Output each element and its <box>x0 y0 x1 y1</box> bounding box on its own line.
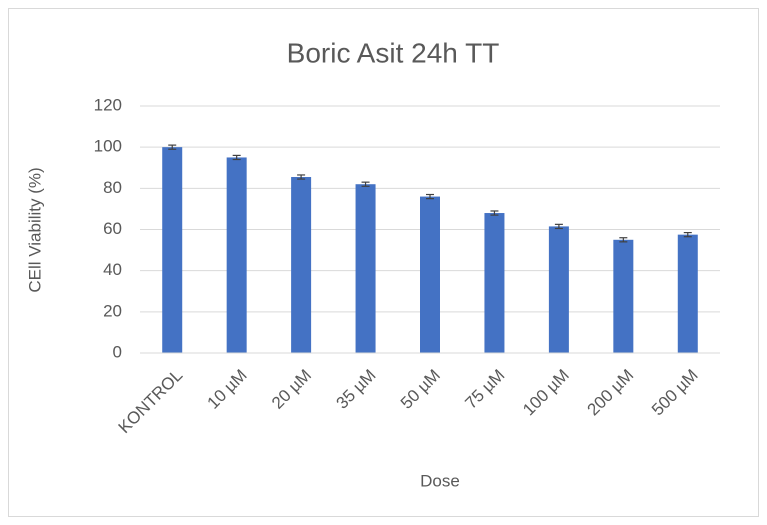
error-bar <box>361 181 370 187</box>
y-tick-label: 20 <box>103 301 122 320</box>
bar <box>355 184 376 353</box>
bar <box>162 147 183 353</box>
y-tick-label: 60 <box>103 219 122 238</box>
error-bar <box>232 154 241 161</box>
y-tick-label: 80 <box>103 178 122 197</box>
bar <box>420 196 440 353</box>
bar <box>291 177 312 353</box>
error-bar <box>168 144 177 150</box>
error-bar <box>683 231 692 238</box>
chart-title: Boric Asit 24h TT <box>287 37 500 68</box>
error-bar <box>297 174 306 180</box>
x-axis-label: Dose <box>420 471 460 490</box>
bar <box>613 239 634 353</box>
chart-border <box>8 8 759 517</box>
error-bar <box>619 237 628 243</box>
bar <box>548 226 569 353</box>
y-tick-label: 0 <box>113 342 122 361</box>
y-tick-label: 120 <box>94 95 122 114</box>
y-tick-label: 40 <box>103 260 122 279</box>
bar <box>677 234 698 353</box>
error-bar <box>490 210 499 216</box>
error-bar <box>426 193 434 200</box>
y-tick-label: 100 <box>94 137 122 156</box>
bar <box>226 157 247 353</box>
bar <box>484 213 505 353</box>
y-axis-label: CEll Viability (%) <box>25 167 44 292</box>
error-bar <box>554 223 563 230</box>
